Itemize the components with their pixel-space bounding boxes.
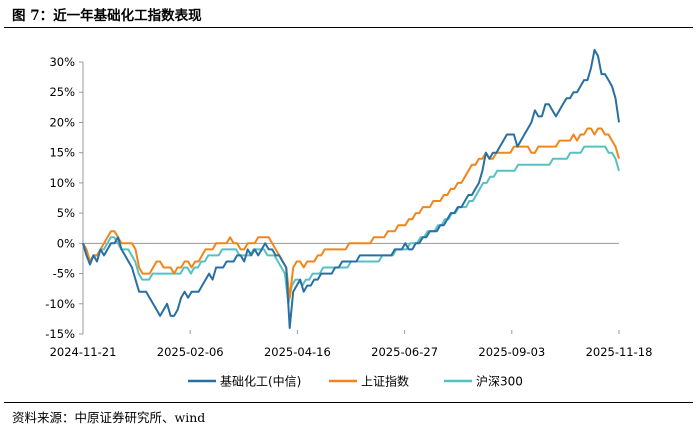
y-tick-label: -5% (53, 267, 75, 281)
source-note: 资料来源：中原证券研究所、wind (12, 410, 206, 425)
series-line-0 (82, 48, 620, 329)
y-tick-label: 15% (49, 146, 75, 160)
y-tick-label: -10% (45, 297, 75, 311)
y-tick-label: -15% (45, 327, 75, 341)
series-line-2 (82, 145, 620, 305)
bottom-rule (4, 402, 693, 403)
y-tick-label: 20% (49, 115, 75, 129)
x-tick-label: 2024-11-21 (50, 345, 117, 359)
y-tick-label: 5% (57, 206, 75, 220)
legend-label-2: 沪深300 (476, 375, 523, 389)
x-tick-label: 2025-04-16 (264, 345, 331, 359)
y-tick-label: 0% (57, 236, 75, 250)
chart-title: 图 7：近一年基础化工指数表现 (12, 8, 202, 24)
chart-axes: -15% -10% -5% 0% 5% 10% 15% 20% 25% 30% 2024-11-21… (45, 55, 652, 359)
x-tick-label: 2025-09-03 (478, 345, 545, 359)
x-tick-label: 2025-02-06 (157, 345, 224, 359)
y-tick-label: 25% (49, 85, 75, 99)
x-tick-label: 2025-11-18 (586, 345, 653, 359)
legend-label-0: 基础化工(中信) (220, 374, 301, 389)
legend: 基础化工(中信) 上证指数 沪深300 (188, 374, 523, 389)
y-tick-label: 30% (49, 55, 75, 69)
series-line-1 (82, 127, 620, 299)
y-tick-label: 10% (49, 176, 75, 190)
legend-label-1: 上证指数 (361, 374, 409, 389)
top-rule (4, 27, 693, 28)
series-layer (82, 48, 620, 329)
x-tick-label: 2025-06-27 (371, 345, 438, 359)
